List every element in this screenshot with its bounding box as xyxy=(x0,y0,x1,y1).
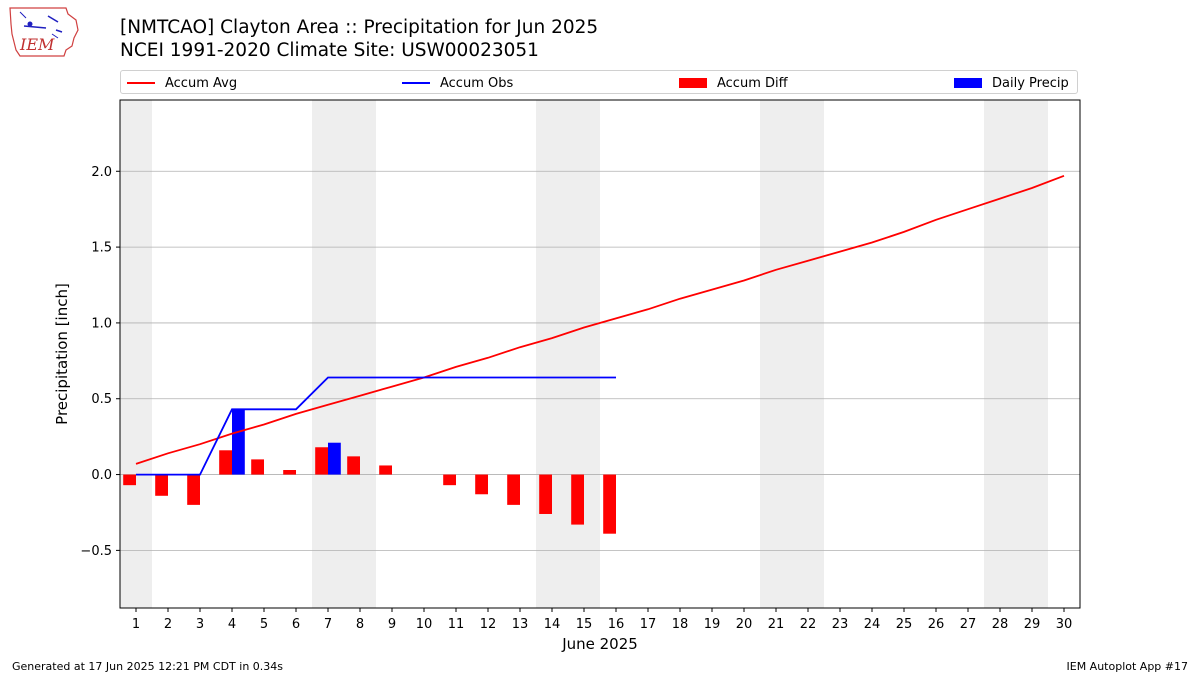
legend-swatch-accum-obs xyxy=(402,82,430,84)
x-tick-label-24: 24 xyxy=(864,617,881,632)
x-tick-label-2: 2 xyxy=(164,617,172,632)
legend-swatch-accum-avg xyxy=(127,82,155,84)
x-tick-label-14: 14 xyxy=(544,617,561,632)
x-tick-label-13: 13 xyxy=(512,617,529,632)
x-tick-label-27: 27 xyxy=(960,617,977,632)
y-tick-label-0: −0.5 xyxy=(80,544,112,559)
accum-diff-bar-day-16 xyxy=(603,474,616,534)
accum-diff-bar-day-3 xyxy=(187,474,200,505)
x-axis-label: June 2025 xyxy=(561,635,638,653)
legend-swatch-daily-precip xyxy=(954,78,982,88)
footer-app: IEM Autoplot App #17 xyxy=(1066,660,1189,673)
iem-logo-text: IEM xyxy=(19,35,55,54)
legend: Accum Avg Accum Obs Accum Diff Daily Pre… xyxy=(120,70,1078,94)
x-tick-label-8: 8 xyxy=(356,617,364,632)
weekend-band-1 xyxy=(312,100,376,608)
accum-diff-bar-day-4 xyxy=(219,450,232,475)
x-tick-label-1: 1 xyxy=(132,617,140,632)
legend-label-accum-avg: Accum Avg xyxy=(165,75,238,91)
x-tick-label-25: 25 xyxy=(896,617,913,632)
chart-title: [NMTCAO] Clayton Area :: Precipitation f… xyxy=(120,17,599,38)
y-tick-label-3: 1.0 xyxy=(91,316,112,331)
x-tick-label-22: 22 xyxy=(800,617,817,632)
x-axis-ticks: 1 2 3 4 5 6 7 8 9 10 11 12 13 14 15 16 17 18 19 20 21 22 23 24 2… xyxy=(132,608,1072,632)
daily-precip-bar-day-4 xyxy=(232,409,245,475)
accum-avg-line xyxy=(135,174,1065,465)
legend-item-accum-diff: Accum Diff xyxy=(679,74,788,92)
footer-generated: Generated at 17 Jun 2025 12:21 PM CDT in… xyxy=(12,660,284,673)
accum-diff-bar-day-6 xyxy=(283,470,296,475)
accum-diff-bar-day-2 xyxy=(155,474,168,496)
x-tick-label-7: 7 xyxy=(324,617,332,632)
legend-label-daily-precip: Daily Precip xyxy=(992,75,1069,91)
x-tick-label-12: 12 xyxy=(480,617,497,632)
x-tick-label-26: 26 xyxy=(928,617,945,632)
x-tick-label-30: 30 xyxy=(1056,617,1073,632)
x-tick-label-10: 10 xyxy=(416,617,433,632)
accum-diff-bar-day-5 xyxy=(251,459,264,475)
x-tick-label-23: 23 xyxy=(832,617,849,632)
y-tick-label-2: 0.5 xyxy=(91,392,112,407)
station-icon xyxy=(27,21,33,27)
accum-diff-bar-day-7 xyxy=(315,447,328,475)
x-tick-label-19: 19 xyxy=(704,617,721,632)
legend-label-accum-obs: Accum Obs xyxy=(440,75,514,91)
y-axis-label: Precipitation [inch] xyxy=(53,283,71,425)
x-tick-label-15: 15 xyxy=(576,617,593,632)
x-tick-label-4: 4 xyxy=(228,617,236,632)
x-tick-label-21: 21 xyxy=(768,617,785,632)
x-tick-label-9: 9 xyxy=(388,617,396,632)
accum-diff-bar-day-12 xyxy=(475,474,488,495)
daily-precip-bar-day-7 xyxy=(328,442,341,475)
accum-diff-bar-day-1 xyxy=(123,474,136,486)
weekend-band-3 xyxy=(760,100,824,608)
x-tick-label-16: 16 xyxy=(608,617,625,632)
plot-frame xyxy=(119,99,1081,609)
accum-diff-bar-day-14 xyxy=(539,474,552,514)
y-axis-ticks: −0.5 0.0 0.5 1.0 1.5 2.0 xyxy=(80,165,120,559)
line-series xyxy=(135,174,1065,476)
accum-diff-bar-day-11 xyxy=(443,474,456,486)
weekend-band-2 xyxy=(536,100,600,608)
iem-logo: IEM xyxy=(9,7,79,57)
x-tick-label-20: 20 xyxy=(736,617,753,632)
legend-label-accum-diff: Accum Diff xyxy=(717,75,788,91)
legend-item-daily-precip: Daily Precip xyxy=(954,74,1069,92)
x-tick-label-5: 5 xyxy=(260,617,268,632)
legend-swatch-accum-diff xyxy=(679,78,707,88)
y-tick-label-1: 0.0 xyxy=(91,468,112,483)
chart-subtitle: NCEI 1991-2020 Climate Site: USW00023051 xyxy=(120,40,539,61)
accum-diff-bar-day-8 xyxy=(347,456,360,475)
y-tick-label-5: 2.0 xyxy=(91,165,112,180)
x-tick-label-18: 18 xyxy=(672,617,689,632)
bar-series xyxy=(123,409,616,534)
x-tick-label-3: 3 xyxy=(196,617,204,632)
legend-item-accum-avg: Accum Avg xyxy=(127,74,237,92)
accum-obs-line xyxy=(136,376,616,476)
weekend-shading xyxy=(120,100,1048,608)
x-tick-label-11: 11 xyxy=(448,617,465,632)
weekend-band-4 xyxy=(984,100,1048,608)
x-tick-label-29: 29 xyxy=(1024,617,1041,632)
legend-item-accum-obs: Accum Obs xyxy=(402,74,513,92)
x-tick-label-6: 6 xyxy=(292,617,300,632)
x-tick-label-17: 17 xyxy=(640,617,657,632)
accum-diff-bar-day-9 xyxy=(379,465,392,475)
x-tick-label-28: 28 xyxy=(992,617,1009,632)
weekend-band-0 xyxy=(120,100,152,608)
accum-diff-bar-day-15 xyxy=(571,474,584,525)
y-tick-label-4: 1.5 xyxy=(91,241,112,256)
accum-diff-bar-day-13 xyxy=(507,474,520,505)
